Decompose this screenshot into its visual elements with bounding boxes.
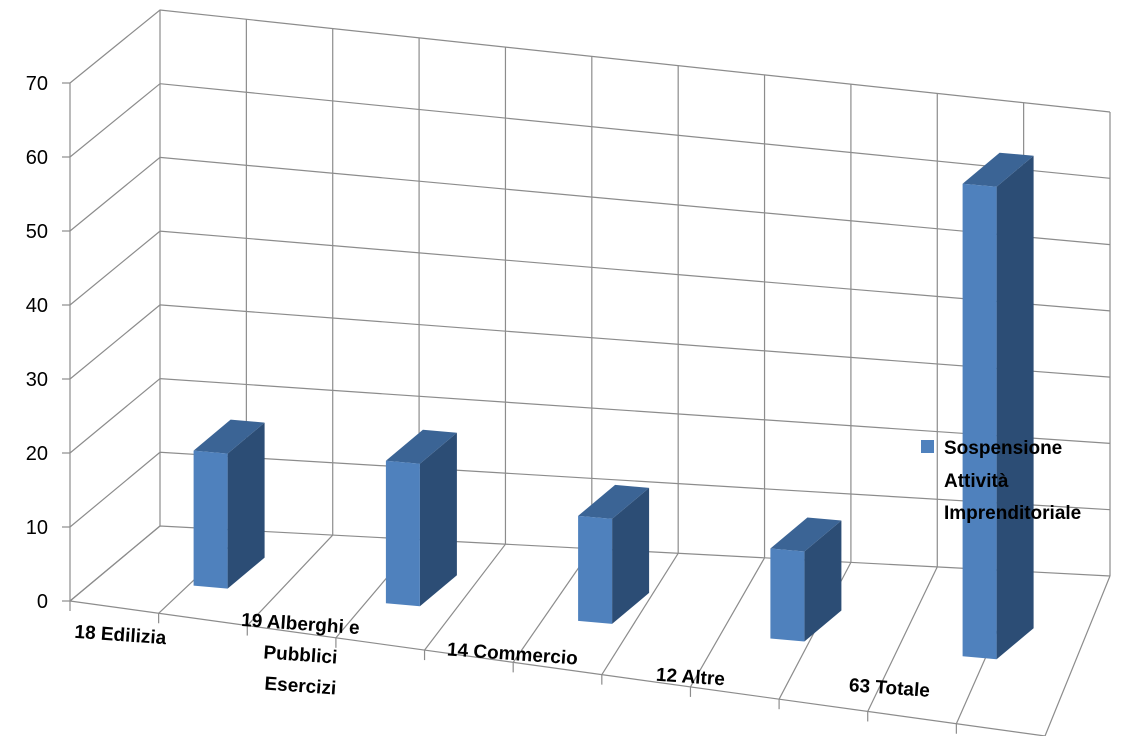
category-label: 18 Edilizia bbox=[74, 622, 168, 649]
gridline bbox=[69, 230, 1111, 312]
bar-front bbox=[962, 183, 997, 660]
bar-3 bbox=[578, 484, 650, 624]
bar-side bbox=[996, 155, 1034, 660]
y-tick-label: 40 bbox=[26, 295, 48, 317]
gridline bbox=[69, 9, 1111, 113]
category-label: 14 Commercio bbox=[446, 639, 578, 669]
y-axis-ticks: 0 10 20 30 40 50 60 70 bbox=[26, 73, 48, 613]
floor-gridline bbox=[69, 525, 161, 602]
category-label: Esercizi bbox=[264, 674, 337, 700]
category-label: 63 Totale bbox=[848, 675, 930, 702]
bar-side bbox=[227, 422, 265, 589]
legend-label-line-1: Sospensione bbox=[944, 438, 1062, 459]
legend-label-line-3: Imprenditoriale bbox=[944, 503, 1081, 524]
bar-top bbox=[578, 484, 650, 519]
y-tick-label: 50 bbox=[26, 221, 48, 243]
category-label: 12 Altre bbox=[655, 665, 725, 691]
legend: Sospensione Attività Imprenditoriale bbox=[921, 438, 1081, 524]
chart-bars bbox=[193, 152, 1034, 660]
floor-gridline bbox=[689, 557, 766, 688]
bar-2 bbox=[385, 429, 457, 607]
floor-gridline bbox=[1044, 575, 1111, 736]
bar-5 bbox=[962, 152, 1034, 660]
gridline bbox=[69, 304, 1111, 380]
legend-swatch bbox=[921, 440, 934, 453]
bar-front bbox=[385, 460, 420, 607]
bar-top bbox=[193, 419, 265, 454]
bar-side bbox=[419, 432, 457, 607]
bar-side bbox=[612, 487, 650, 624]
legend-label-line-2: Attività bbox=[944, 471, 1009, 492]
y-tick-label: 30 bbox=[26, 369, 48, 391]
bar-front bbox=[578, 515, 613, 624]
bar-front bbox=[770, 548, 805, 642]
y-tick-label: 70 bbox=[26, 73, 48, 95]
y-tick-label: 60 bbox=[26, 147, 48, 169]
floor-gridline bbox=[424, 543, 506, 651]
gridline bbox=[69, 156, 1111, 246]
x-axis-line bbox=[69, 600, 1046, 736]
gridline bbox=[69, 83, 1111, 179]
bar-front bbox=[193, 450, 228, 589]
y-tick-label: 20 bbox=[26, 443, 48, 465]
bar-top bbox=[962, 152, 1034, 187]
floor-gridline bbox=[246, 534, 334, 626]
bar-top bbox=[770, 517, 842, 552]
bar-1 bbox=[193, 419, 265, 589]
floor-gridline bbox=[601, 552, 679, 675]
category-label: Pubblici bbox=[263, 642, 338, 668]
y-tick-label: 0 bbox=[37, 591, 48, 613]
floor-gridline bbox=[867, 566, 938, 712]
category-label: 19 Alberghi e bbox=[240, 610, 360, 639]
bar-side bbox=[804, 520, 842, 642]
chart-gridlines bbox=[62, 9, 1111, 736]
y-tick-label: 10 bbox=[26, 517, 48, 539]
bar-4 bbox=[770, 517, 842, 642]
bar-top bbox=[385, 429, 457, 464]
